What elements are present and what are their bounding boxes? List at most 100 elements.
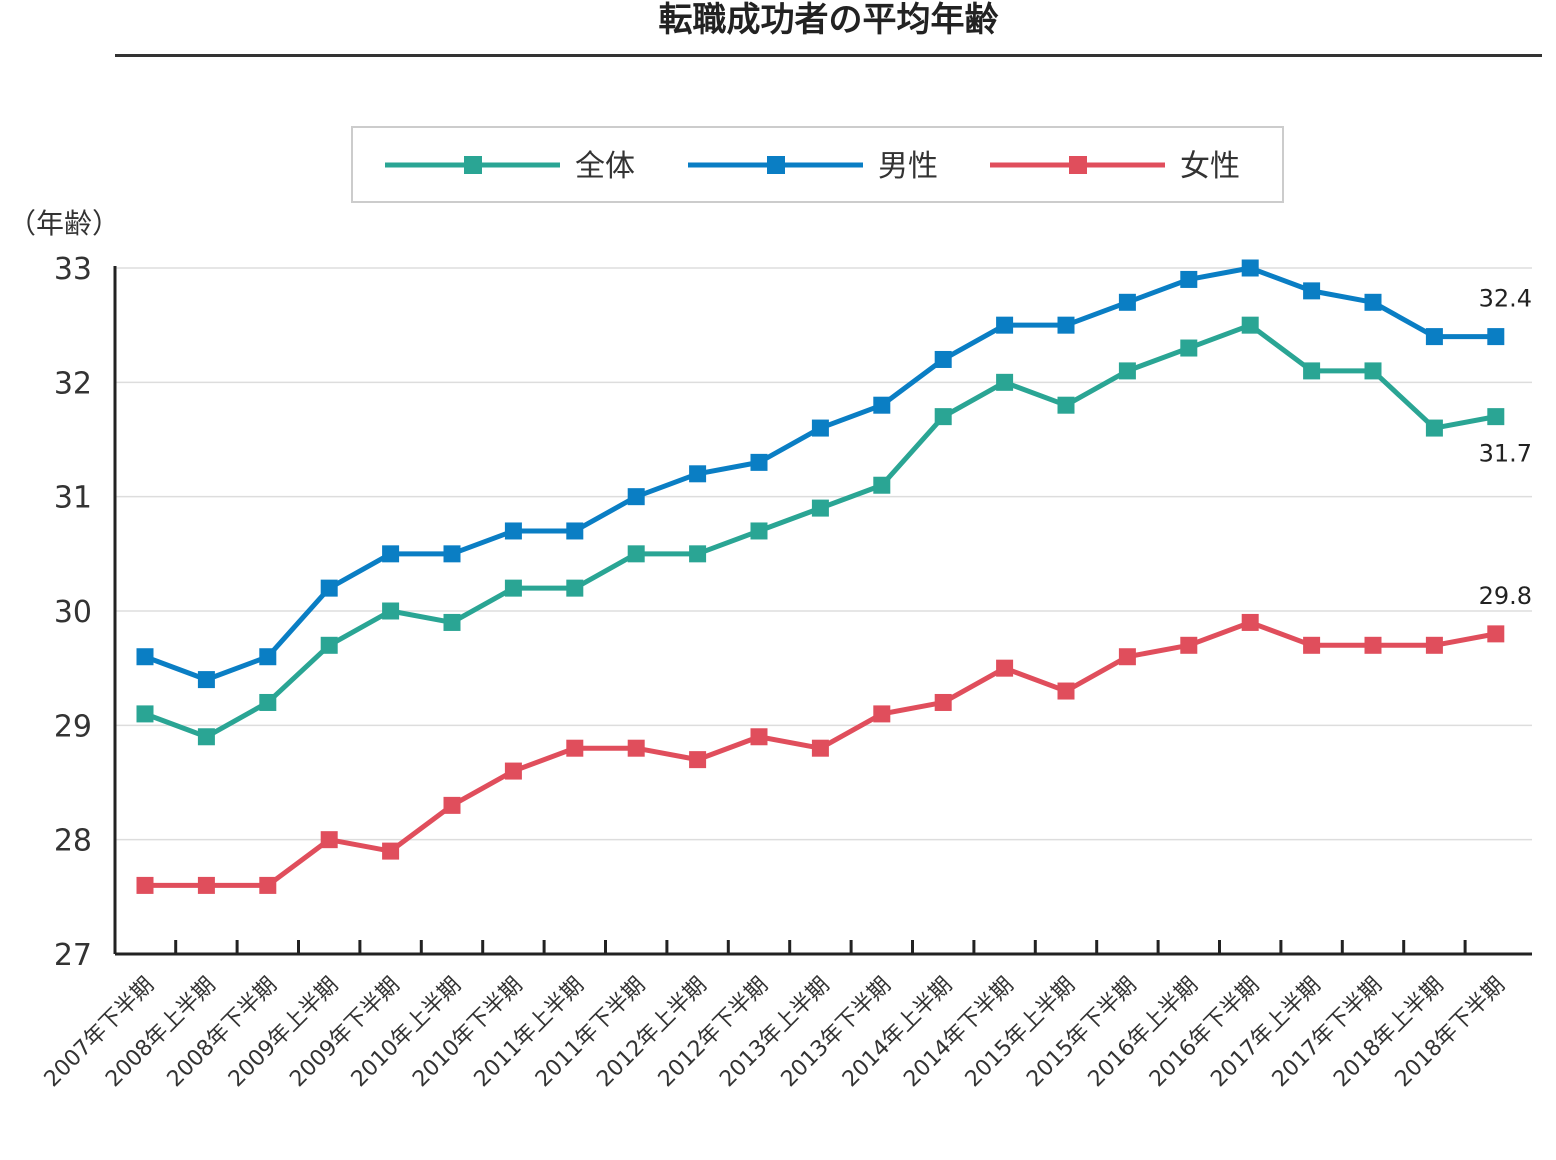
x-tick-label: 2007年下半期 [40,973,160,1093]
x-tick-label: 2008年下半期 [163,973,283,1093]
data-point-女性 [1364,636,1382,654]
data-point-男性 [259,648,277,666]
legend: 全体 男性 女性 [351,126,1284,203]
data-point-男性 [136,648,154,666]
data-point-女性 [1425,636,1443,654]
x-tick-label: 2017年上半期 [1206,973,1326,1093]
data-point-女性 [1118,648,1136,666]
x-tick-label: 2018年上半期 [1329,973,1449,1093]
legend-label: 全体 [575,149,635,184]
data-point-男性 [1241,259,1259,277]
data-point-女性 [197,876,215,894]
data-point-男性 [1180,270,1198,288]
data-point-全体 [873,476,891,494]
data-point-全体 [504,579,522,597]
data-point-全体 [1057,396,1075,414]
data-point-全体 [1487,408,1505,426]
legend-swatch-marker [767,156,785,174]
data-point-女性 [1303,636,1321,654]
data-point-女性 [689,751,707,769]
y-tick-label: 29 [54,709,92,744]
x-tick-label: 2013年下半期 [777,973,897,1093]
data-point-男性 [1487,328,1505,346]
data-point-男性 [873,396,891,414]
data-point-男性 [750,453,768,471]
y-axis-label: （年齢） [8,207,120,240]
data-point-男性 [1118,293,1136,311]
data-point-男性 [1425,328,1443,346]
data-point-男性 [197,671,215,689]
data-point-女性 [811,739,829,757]
data-point-女性 [259,876,277,894]
title-rule [115,54,1542,57]
legend-label: 女性 [1180,149,1240,184]
x-tick-label: 2013年上半期 [715,973,835,1093]
data-point-全体 [259,693,277,711]
data-point-女性 [443,796,461,814]
gridlines [115,267,1532,841]
y-tick-label: 31 [54,481,92,516]
data-point-男性 [320,579,338,597]
legend-swatch-marker [464,156,482,174]
x-tick-label: 2008年上半期 [101,973,221,1093]
y-tick-label: 33 [54,252,92,287]
x-tick-labels: 2007年下半期2008年上半期2008年下半期2009年上半期2009年下半期… [40,973,1510,1093]
data-point-女性 [934,693,952,711]
x-tick-label: 2009年上半期 [224,973,344,1093]
data-point-全体 [136,705,154,723]
data-point-女性 [627,739,645,757]
end-value-label: 32.4 [1479,285,1532,313]
data-point-全体 [382,602,400,620]
data-point-男性 [627,488,645,506]
data-point-全体 [320,636,338,654]
data-point-女性 [566,739,584,757]
x-tick-label: 2011年下半期 [531,973,651,1093]
x-tick-label: 2014年上半期 [838,973,958,1093]
data-point-女性 [320,831,338,849]
data-point-全体 [1303,362,1321,380]
data-point-男性 [996,316,1014,334]
end-value-label: 31.7 [1479,440,1532,468]
data-point-男性 [1057,316,1075,334]
data-point-女性 [1241,613,1259,631]
y-tick-labels: 33 32 31 30 29 28 27 （年齢） [8,207,120,973]
data-point-男性 [443,545,461,563]
data-point-女性 [1180,636,1198,654]
legend-label: 男性 [878,149,938,184]
x-tick-label: 2018年下半期 [1391,973,1511,1093]
data-point-全体 [197,728,215,746]
x-tick-label: 2010年上半期 [347,973,467,1093]
axes [113,266,1532,956]
data-point-全体 [1118,362,1136,380]
data-point-女性 [504,762,522,780]
series-line-男性 [144,265,1496,683]
data-point-男性 [1303,282,1321,300]
data-point-全体 [811,499,829,517]
data-point-全体 [1425,419,1443,437]
data-point-全体 [1180,339,1198,357]
data-point-全体 [750,522,768,540]
x-tick-label: 2017年下半期 [1268,973,1388,1093]
data-point-男性 [811,419,829,437]
data-point-女性 [873,705,891,723]
data-point-全体 [996,373,1014,391]
x-tick-label: 2010年下半期 [408,973,528,1093]
data-point-男性 [566,522,584,540]
data-point-女性 [1057,682,1075,700]
legend-swatch-marker [1069,156,1087,174]
x-tick-label: 2014年下半期 [899,973,1019,1093]
series-group: 31.7 32.4 29.8 [136,259,1532,894]
data-point-全体 [443,613,461,631]
x-tick-label: 2015年下半期 [1022,973,1142,1093]
data-point-全体 [934,408,952,426]
data-point-男性 [934,350,952,368]
y-tick-label: 27 [54,938,92,973]
y-tick-label: 32 [54,366,92,401]
data-point-全体 [566,579,584,597]
end-value-label: 29.8 [1479,582,1532,610]
data-point-男性 [382,545,400,563]
x-tick-label: 2011年上半期 [470,973,590,1093]
data-point-女性 [996,659,1014,677]
data-point-女性 [136,876,154,894]
